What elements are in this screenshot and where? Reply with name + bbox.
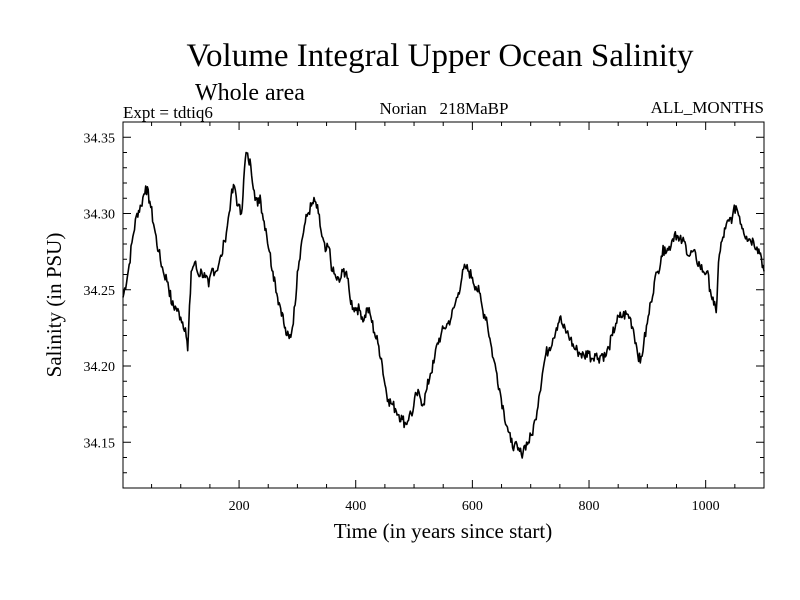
chart-subtitle: Whole area: [195, 80, 305, 106]
salinity-series-line: [122, 151, 765, 459]
period-label: Norian 218MaBP: [380, 99, 509, 118]
experiment-label: Expt = tdtiq6: [123, 103, 213, 122]
x-axis-label: Time (in years since start): [334, 519, 553, 543]
y-tick-label: 34.20: [84, 360, 116, 375]
x-tick-label: 200: [229, 499, 250, 514]
y-axis-ticks: 34.15 34.20 34.25 34.30 34.35: [84, 121, 764, 474]
months-label: ALL_MONTHS: [651, 98, 764, 117]
y-tick-label: 34.25: [84, 284, 116, 299]
x-tick-label: 400: [345, 499, 366, 514]
x-tick-label: 1000: [692, 499, 720, 514]
y-tick-label: 34.30: [84, 208, 116, 223]
y-tick-label: 34.35: [84, 131, 116, 146]
y-axis-label: Salinity (in PSU): [42, 233, 66, 378]
chart-title: Volume Integral Upper Ocean Salinity: [186, 38, 694, 74]
x-tick-label: 800: [579, 499, 600, 514]
x-tick-label: 600: [462, 499, 483, 514]
x-axis-ticks: 200 400 600 800 1000: [151, 122, 736, 514]
plot-frame: [122, 121, 765, 489]
y-tick-label: 34.15: [84, 436, 116, 451]
